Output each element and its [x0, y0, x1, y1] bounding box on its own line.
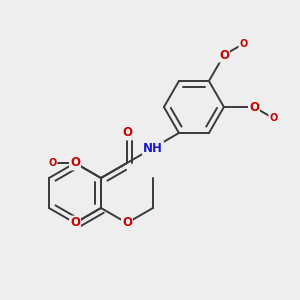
Text: O: O [122, 127, 132, 140]
Text: O: O [48, 158, 57, 168]
Text: NH: NH [143, 142, 163, 154]
Text: O: O [122, 217, 132, 230]
Text: O: O [269, 113, 278, 123]
Text: O: O [70, 157, 80, 169]
Text: O: O [70, 217, 80, 230]
Text: O: O [219, 49, 229, 62]
Text: O: O [239, 39, 247, 49]
Text: O: O [249, 100, 259, 113]
